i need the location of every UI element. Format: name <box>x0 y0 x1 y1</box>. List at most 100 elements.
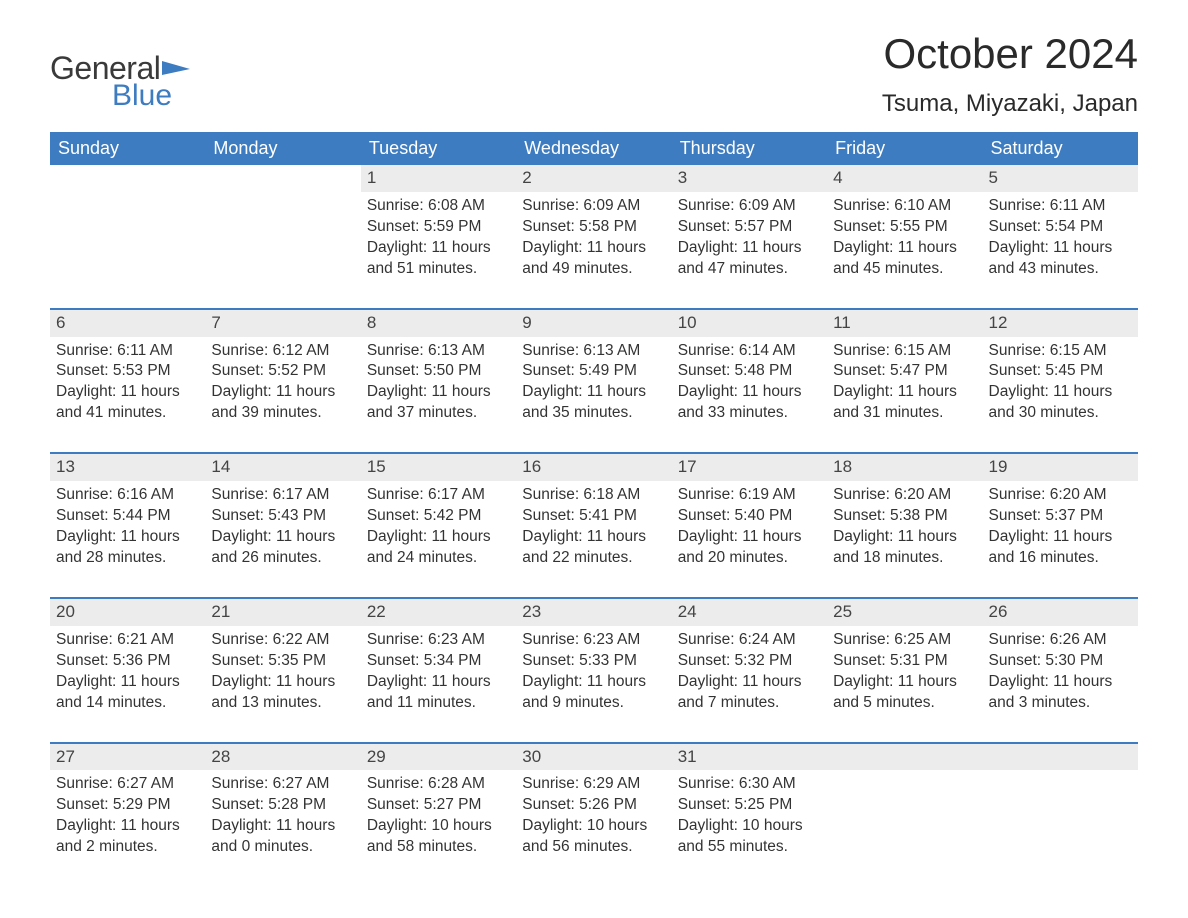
day-number-cell <box>983 743 1138 771</box>
day-data-cell: Sunrise: 6:09 AMSunset: 5:58 PMDaylight:… <box>516 192 671 309</box>
sunrise-line: Sunrise: 6:28 AM <box>367 774 510 795</box>
daylight-line: Daylight: 11 hours and 22 minutes. <box>522 527 665 569</box>
day-data-cell: Sunrise: 6:28 AMSunset: 5:27 PMDaylight:… <box>361 770 516 886</box>
sunset-line: Sunset: 5:42 PM <box>367 506 510 527</box>
day-number-cell <box>205 165 360 192</box>
daylight-line: Daylight: 11 hours and 35 minutes. <box>522 382 665 424</box>
day-data-cell: Sunrise: 6:11 AMSunset: 5:53 PMDaylight:… <box>50 337 205 454</box>
month-title: October 2024 <box>882 30 1138 78</box>
day-number-cell: 9 <box>516 309 671 337</box>
sunrise-line: Sunrise: 6:17 AM <box>211 485 354 506</box>
day-data-cell: Sunrise: 6:30 AMSunset: 5:25 PMDaylight:… <box>672 770 827 886</box>
daylight-line: Daylight: 11 hours and 33 minutes. <box>678 382 821 424</box>
day-data-cell: Sunrise: 6:10 AMSunset: 5:55 PMDaylight:… <box>827 192 982 309</box>
daylight-line: Daylight: 11 hours and 14 minutes. <box>56 672 199 714</box>
daylight-line: Daylight: 11 hours and 20 minutes. <box>678 527 821 569</box>
location: Tsuma, Miyazaki, Japan <box>882 90 1138 118</box>
day-data-row: Sunrise: 6:16 AMSunset: 5:44 PMDaylight:… <box>50 481 1138 598</box>
day-number-row: 13141516171819 <box>50 453 1138 481</box>
day-number-cell: 14 <box>205 453 360 481</box>
day-data-cell: Sunrise: 6:09 AMSunset: 5:57 PMDaylight:… <box>672 192 827 309</box>
day-data-cell: Sunrise: 6:22 AMSunset: 5:35 PMDaylight:… <box>205 626 360 743</box>
daylight-line: Daylight: 11 hours and 28 minutes. <box>56 527 199 569</box>
sunset-line: Sunset: 5:31 PM <box>833 651 976 672</box>
day-data-cell: Sunrise: 6:26 AMSunset: 5:30 PMDaylight:… <box>983 626 1138 743</box>
sunrise-line: Sunrise: 6:12 AM <box>211 341 354 362</box>
day-data-row: Sunrise: 6:08 AMSunset: 5:59 PM Daylight:… <box>50 192 1138 309</box>
sunset-line: Sunset: 5:44 PM <box>56 506 199 527</box>
weekday-header: Thursday <box>672 132 827 165</box>
sunrise-line: Sunrise: 6:14 AM <box>678 341 821 362</box>
sunset-line: Sunset: 5:36 PM <box>56 651 199 672</box>
sunrise-line: Sunrise: 6:30 AM <box>678 774 821 795</box>
day-data-cell: Sunrise: 6:23 AMSunset: 5:34 PMDaylight:… <box>361 626 516 743</box>
sunrise-line: Sunrise: 6:08 AM <box>367 196 510 217</box>
sunrise-line: Sunrise: 6:15 AM <box>989 341 1132 362</box>
sunset-line: Sunset: 5:50 PM <box>367 361 510 382</box>
day-number-cell: 8 <box>361 309 516 337</box>
day-data-cell: Sunrise: 6:21 AMSunset: 5:36 PMDaylight:… <box>50 626 205 743</box>
sunrise-line: Sunrise: 6:15 AM <box>833 341 976 362</box>
day-number-cell: 18 <box>827 453 982 481</box>
day-number-cell: 15 <box>361 453 516 481</box>
weekday-header: Saturday <box>983 132 1138 165</box>
sunset-line: Sunset: 5:26 PM <box>522 795 665 816</box>
day-data-cell: Sunrise: 6:13 AMSunset: 5:49 PMDaylight:… <box>516 337 671 454</box>
day-data-cell <box>983 770 1138 886</box>
daylight-line: Daylight: 10 hours and 58 minutes. <box>367 816 510 858</box>
sunrise-line: Sunrise: 6:27 AM <box>211 774 354 795</box>
day-data-cell: Sunrise: 6:17 AMSunset: 5:42 PMDaylight:… <box>361 481 516 598</box>
day-number-cell: 30 <box>516 743 671 771</box>
sunrise-line: Sunrise: 6:16 AM <box>56 485 199 506</box>
weekday-header: Tuesday <box>361 132 516 165</box>
weekday-header: Sunday <box>50 132 205 165</box>
day-number-cell: 1 <box>361 165 516 192</box>
sunset-line: Sunset: 5:25 PM <box>678 795 821 816</box>
day-number-cell: 19 <box>983 453 1138 481</box>
day-number-cell: 3 <box>672 165 827 192</box>
daylight-line: Daylight: 11 hours and 18 minutes. <box>833 527 976 569</box>
sunrise-line: Sunrise: 6:22 AM <box>211 630 354 651</box>
daylight-line: Daylight: 11 hours and 5 minutes. <box>833 672 976 714</box>
daylight-line: Daylight: 11 hours and 31 minutes. <box>833 382 976 424</box>
day-data-row: Sunrise: 6:21 AMSunset: 5:36 PMDaylight:… <box>50 626 1138 743</box>
day-data-cell: Sunrise: 6:17 AMSunset: 5:43 PMDaylight:… <box>205 481 360 598</box>
day-number-cell: 27 <box>50 743 205 771</box>
sunrise-line: Sunrise: 6:29 AM <box>522 774 665 795</box>
daylight-line: Daylight: 11 hours and 3 minutes. <box>989 672 1132 714</box>
daylight-line: Daylight: 11 hours and 2 minutes. <box>56 816 199 858</box>
day-number-row: 12345 <box>50 165 1138 192</box>
day-number-cell <box>827 743 982 771</box>
day-number-cell: 21 <box>205 598 360 626</box>
day-number-cell: 24 <box>672 598 827 626</box>
day-data-cell: Sunrise: 6:15 AMSunset: 5:47 PMDaylight:… <box>827 337 982 454</box>
sunrise-line: Sunrise: 6:10 AM <box>833 196 976 217</box>
daylight-line: Daylight: 11 hours and 47 minutes. <box>678 238 821 280</box>
sunset-line: Sunset: 5:32 PM <box>678 651 821 672</box>
daylight-line: Daylight: 11 hours and 13 minutes. <box>211 672 354 714</box>
sunset-line: Sunset: 5:59 PM <box>367 217 510 238</box>
day-data-cell: Sunrise: 6:27 AMSunset: 5:28 PMDaylight:… <box>205 770 360 886</box>
sunset-line: Sunset: 5:27 PM <box>367 795 510 816</box>
daylight-line: Daylight: 11 hours and 37 minutes. <box>367 382 510 424</box>
day-data-cell: Sunrise: 6:25 AMSunset: 5:31 PMDaylight:… <box>827 626 982 743</box>
daylight-line: Daylight: 11 hours and 49 minutes. <box>522 238 665 280</box>
sunset-line: Sunset: 5:45 PM <box>989 361 1132 382</box>
daylight-line: Daylight: 11 hours and 39 minutes. <box>211 382 354 424</box>
day-data-cell: Sunrise: 6:24 AMSunset: 5:32 PMDaylight:… <box>672 626 827 743</box>
day-number-cell: 4 <box>827 165 982 192</box>
sunrise-line: Sunrise: 6:18 AM <box>522 485 665 506</box>
day-data-cell: Sunrise: 6:19 AMSunset: 5:40 PMDaylight:… <box>672 481 827 598</box>
daylight-line: Daylight: 11 hours and 30 minutes. <box>989 382 1132 424</box>
sunrise-line: Sunrise: 6:24 AM <box>678 630 821 651</box>
sunrise-line: Sunrise: 6:21 AM <box>56 630 199 651</box>
day-number-cell: 28 <box>205 743 360 771</box>
sunrise-line: Sunrise: 6:13 AM <box>367 341 510 362</box>
sunset-line: Sunset: 5:53 PM <box>56 361 199 382</box>
day-number-cell <box>50 165 205 192</box>
sunset-line: Sunset: 5:33 PM <box>522 651 665 672</box>
daylight-line: Daylight: 11 hours and 41 minutes. <box>56 382 199 424</box>
day-number-cell: 10 <box>672 309 827 337</box>
weekday-header: Friday <box>827 132 982 165</box>
day-data-cell: Sunrise: 6:23 AMSunset: 5:33 PMDaylight:… <box>516 626 671 743</box>
